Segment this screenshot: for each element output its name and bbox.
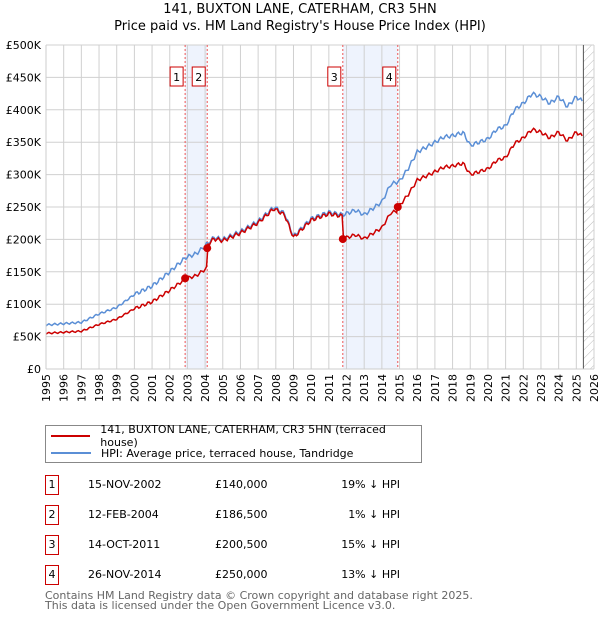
x-tick-label: 2004 (199, 374, 212, 402)
y-tick-label: £400K (6, 104, 42, 117)
sale-hpi-diff: 13% ↓ HPI (341, 568, 400, 581)
sale-number-badge: 4 (45, 565, 59, 585)
sale-marker-number: 3 (331, 71, 338, 84)
x-tick-label: 1998 (93, 374, 106, 402)
sale-date: 12-FEB-2004 (88, 508, 159, 521)
x-tick-label: 2021 (500, 374, 513, 402)
sale-number-badge: 1 (45, 475, 59, 495)
sale-row: 2 12-FEB-2004 £186,500 1% ↓ HPI (45, 505, 445, 525)
x-tick-label: 2007 (252, 374, 265, 402)
x-tick-label: 2005 (217, 374, 230, 402)
sale-marker-box (191, 66, 206, 87)
x-tick-label: 2009 (287, 374, 300, 402)
legend-hpi-label: HPI: Average price, terraced house, Tand… (101, 446, 354, 460)
footer-copyright: Contains HM Land Registry data © Crown c… (45, 589, 473, 602)
sale-row: 4 26-NOV-2014 £250,000 13% ↓ HPI (45, 565, 445, 585)
y-tick-label: £300K (6, 169, 42, 182)
sale-marker-number: 1 (173, 71, 180, 84)
x-tick-label: 2003 (181, 374, 194, 402)
x-tick-label: 2020 (482, 374, 495, 402)
sale-price: £140,000 (215, 478, 268, 491)
x-tick-label: 2025 (570, 374, 583, 402)
chart-subtitle: Price paid vs. HM Land Registry's House … (114, 19, 486, 34)
sale-marker-box (382, 66, 397, 87)
sale-point (181, 274, 190, 283)
y-tick-label: £250K (6, 201, 42, 214)
x-tick-label: 2000 (128, 374, 141, 402)
y-tick-label: £150K (6, 266, 42, 279)
x-tick-label: 2024 (553, 374, 566, 402)
x-tick-label: 2011 (323, 374, 336, 402)
sale-price: £250,000 (215, 568, 268, 581)
x-tick-label: 2001 (146, 374, 159, 402)
x-tick-label: 2026 (588, 374, 600, 402)
sale-date: 26-NOV-2014 (88, 568, 162, 581)
legend-price-label: 141, BUXTON LANE, CATERHAM, CR3 5HN (ter… (100, 423, 386, 449)
x-tick-label: 2016 (411, 374, 424, 402)
y-tick-label: £500K (6, 39, 42, 52)
x-tick-label: 2015 (394, 374, 407, 402)
x-tick-label: 2006 (234, 374, 247, 402)
x-tick-label: 2019 (464, 374, 477, 402)
x-tick-label: 2013 (358, 374, 371, 402)
y-tick-label: £350K (6, 136, 42, 149)
x-tick-label: 2002 (164, 374, 177, 402)
sale-marker-number: 2 (195, 71, 202, 84)
x-tick-label: 2018 (447, 374, 460, 402)
chart-title: 141, BUXTON LANE, CATERHAM, CR3 5HN (163, 2, 437, 17)
x-tick-label: 1995 (40, 374, 53, 402)
sale-price: £200,500 (215, 538, 268, 551)
y-tick-label: £100K (6, 298, 42, 311)
plot-area: 1995 1996 1997 1998 1999 2000 2001 2002 2003 2004… (6, 39, 600, 402)
sale-point (203, 244, 212, 253)
sale-number-badge: 2 (45, 505, 59, 525)
sale-point (338, 235, 347, 244)
legend-price-line (51, 435, 91, 437)
x-tick-label: 2012 (341, 374, 354, 402)
sale-number-badge: 3 (45, 535, 59, 555)
sale-hpi-diff: 19% ↓ HPI (341, 478, 400, 491)
x-tick-label: 2008 (270, 374, 283, 402)
sale-row: 3 14-OCT-2011 £200,500 15% ↓ HPI (45, 535, 445, 555)
sale-marker-box (327, 66, 342, 87)
sale-point (393, 203, 402, 211)
y-tick-label: £450K (6, 71, 42, 84)
y-tick-label: £200K (6, 233, 42, 246)
footer-licence: This data is licensed under the Open Gov… (45, 599, 396, 612)
sale-hpi-diff: 15% ↓ HPI (341, 538, 400, 551)
sale-date: 14-OCT-2011 (88, 538, 161, 551)
x-tick-label: 2010 (305, 374, 318, 402)
x-tick-label: 1997 (75, 374, 88, 402)
sale-marker-box (169, 66, 184, 87)
y-tick-label: £0 (27, 363, 41, 376)
x-tick-label: 1996 (58, 374, 71, 402)
sale-price: £186,500 (215, 508, 268, 521)
sale-date: 15-NOV-2002 (88, 478, 162, 491)
hpi-series-line (45, 91, 583, 327)
x-tick-label: 2017 (429, 374, 442, 402)
x-tick-label: 1999 (111, 374, 124, 402)
sale-hpi-diff: 1% ↓ HPI (348, 508, 400, 521)
x-tick-label: 2014 (376, 374, 389, 402)
legend-hpi-line (51, 452, 91, 454)
sale-marker-number: 4 (386, 71, 393, 84)
price-series-line (45, 127, 583, 335)
legend: 141, BUXTON LANE, CATERHAM, CR3 5HN (ter… (45, 423, 422, 463)
y-tick-label: £50K (13, 331, 42, 344)
x-tick-label: 2022 (517, 374, 530, 402)
sale-row: 1 15-NOV-2002 £140,000 19% ↓ HPI (45, 475, 445, 495)
x-tick-label: 2023 (535, 374, 548, 402)
